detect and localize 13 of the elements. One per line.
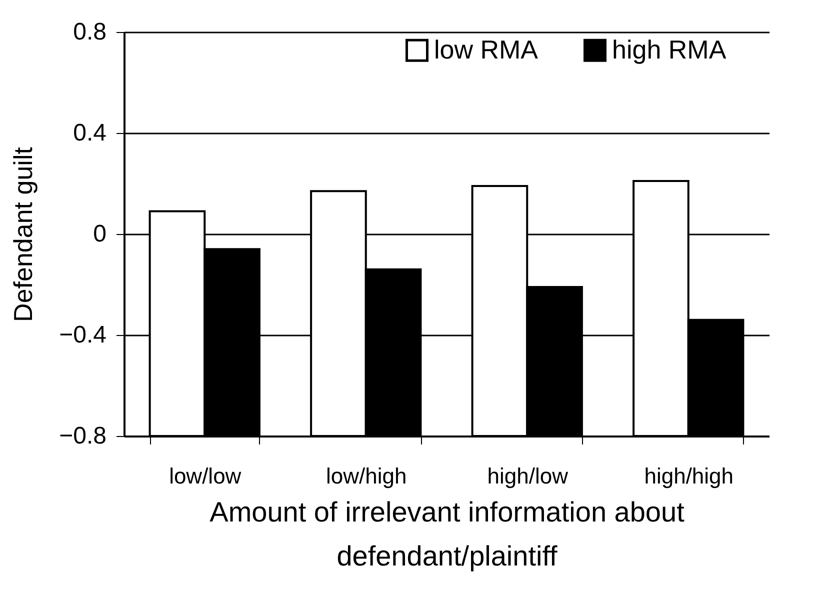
y-tick-label: −0.4 xyxy=(59,322,106,348)
y-axis-title: Defendant guilt xyxy=(8,146,38,322)
x-tick-label: high/low xyxy=(487,464,568,488)
y-tick-label: 0.8 xyxy=(73,18,106,46)
x-tick-label: low/high xyxy=(326,464,407,488)
x-tick-label: low/low xyxy=(169,464,242,488)
y-tick-label: 0 xyxy=(93,220,106,248)
x-axis-title: Amount of irrelevant information about defendant/plaintiff xyxy=(210,496,685,572)
legend-label: low RMA xyxy=(434,34,539,64)
x-tick-label: high/high xyxy=(644,464,734,488)
legend-label: high RMA xyxy=(612,34,727,64)
y-tick-label: 0.4 xyxy=(73,120,106,146)
y-tick-label: −0.8 xyxy=(59,422,106,450)
